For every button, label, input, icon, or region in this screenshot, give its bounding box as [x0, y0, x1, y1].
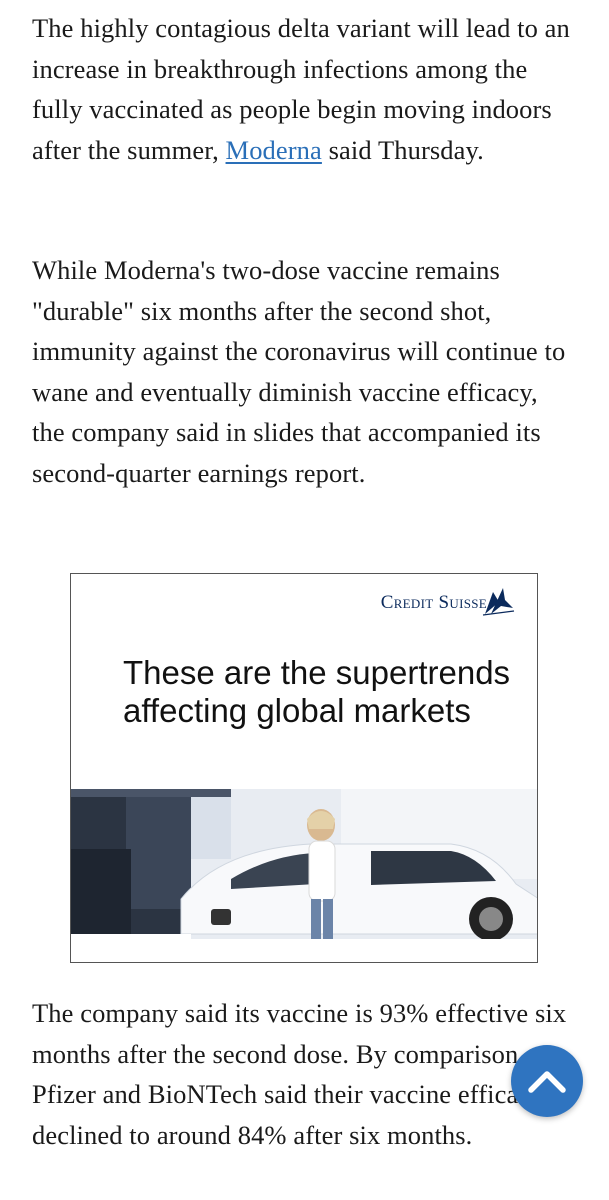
paragraph-text: The highly contagious delta variant will… [32, 13, 570, 165]
credit-suisse-logo: Credit Suisse [381, 586, 515, 616]
paragraph-text: said Thursday. [321, 134, 484, 165]
advertisement-banner[interactable]: Credit Suisse These are the supertrends … [70, 573, 538, 963]
sails-logo-icon [482, 588, 515, 616]
chevron-up-icon [528, 1071, 566, 1093]
article-paragraph-2: While Moderna's two-dose vaccine remains… [32, 255, 566, 488]
scroll-to-top-button[interactable] [511, 1045, 583, 1117]
brand-name: Credit Suisse [380, 592, 487, 613]
ad-photo [71, 789, 537, 962]
article-paragraph-1: The highly contagious delta variant will… [32, 8, 577, 170]
ad-headline: These are the supertrends affecting glob… [123, 654, 511, 729]
article-paragraph-3: The company said its vaccine is 93% effe… [32, 998, 567, 1150]
moderna-link[interactable]: Moderna [225, 134, 322, 165]
